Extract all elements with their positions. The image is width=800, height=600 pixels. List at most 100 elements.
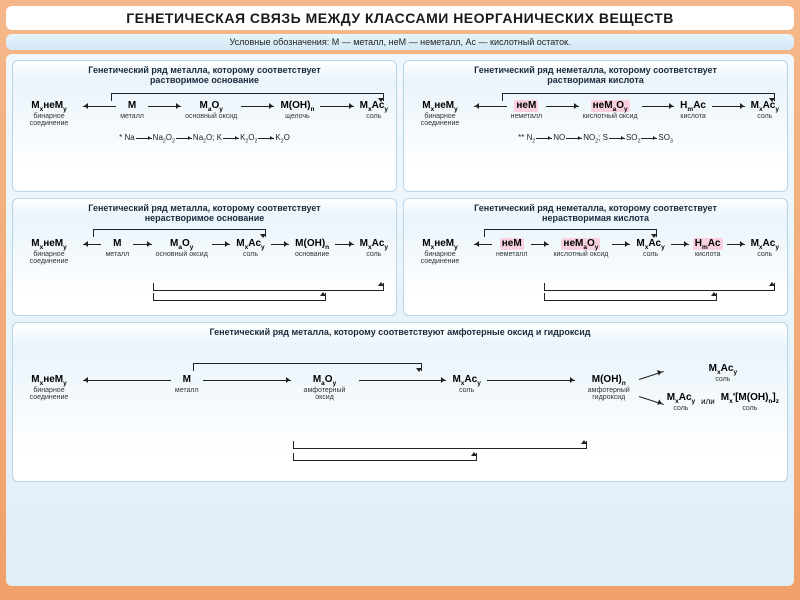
panel-nonmetal-soluble-acid: Генетический ряд неметалла, которому соо… [403,60,788,192]
node-label: кислотный оксид [583,113,638,120]
node-label: металл [120,113,144,120]
formula: MxAcy [749,238,781,250]
panel-title-line2: нерастворимая кислота [542,213,649,223]
arrow-left [472,238,494,250]
chain-node: HmAcкислота [693,238,723,258]
formula: M [111,238,123,250]
node-label: соль [673,405,688,412]
formula: MxAcy [358,100,390,112]
branch-alt: Mx'[M(OH)n]z соль [719,392,781,412]
node-label: кислота [695,251,720,258]
formula: неМaOy [591,100,630,112]
panel-nonmetal-insoluble-acid: Генетический ряд неметалла, которому соо… [403,198,788,316]
return-arrow [153,283,384,291]
node-label: амфотерный оксид [295,387,355,402]
formula: MxAcy [358,238,390,250]
node-label: соль [742,405,757,412]
chain-node: MxAcyсоль [358,100,390,120]
main-title: ГЕНЕТИЧЕСКАЯ СВЯЗЬ МЕЖДУ КЛАССАМИ НЕОРГА… [6,6,794,30]
panel-title-line2: растворимая кислота [547,75,643,85]
arrow-right [318,100,355,112]
chain-node: MxнеMyбинарное соединение [410,238,470,266]
node-label: соль [243,251,258,258]
chain-node: MaOyосновный оксид [156,238,208,258]
arrow-right [146,100,183,112]
node-label: соль [757,113,772,120]
arrow-right [201,374,293,386]
chain-node: Mметалл [120,100,144,120]
arrow-right [131,238,153,250]
chain-node: MxAcyсоль [450,374,482,394]
branch-outcomes: MxAcy соль MxAcy соль или Mx'[M(OH)n]z с… [665,363,781,412]
formula: MaOy [197,100,224,112]
node-label: бинарное соединение [19,387,79,402]
arrow-right [544,100,581,112]
chain-node: M(OH)nоснование [293,238,331,258]
arrow-right [640,100,677,112]
formula: неМaOy [561,238,600,250]
node-label: металл [105,251,129,258]
skip-arrow [193,363,422,371]
node-label: амфотерный гидроксид [579,387,639,402]
node-label: металл [175,387,199,394]
arrow-right [485,374,577,386]
node-label: неметалл [496,251,527,258]
return-arrow [544,283,775,291]
node-label: соль [459,387,474,394]
arrow-right [529,238,551,250]
formula: Mx'[M(OH)n]z [719,392,781,404]
formula: M(OH)n [590,374,628,386]
arrow-right [269,238,291,250]
chain-node: Mметалл [175,374,199,394]
node-label: соль [366,251,381,258]
formula: неМ [500,238,524,250]
chain-node: неМaOyкислотный оксид [583,100,638,120]
panel-title-line2: растворимое основание [150,75,259,85]
node-label: соль [715,376,730,383]
formula: MxAcy [749,100,781,112]
chain-node: MaOyосновный оксид [185,100,237,120]
formula: MxнеMy [420,238,460,250]
content-area: Генетический ряд металла, которому соотв… [6,54,794,586]
arrow-right [710,100,747,112]
chain-node: MaOyамфотерный оксид [295,374,355,402]
chain-node: MxAcyсоль [358,238,390,258]
formula: неМ [514,100,538,112]
chain-node: HmAcкислота [678,100,708,120]
reaction-chain: MxнеMyбинарное соединениеMметаллMaOyосно… [19,238,390,266]
formula: MaOy [168,238,195,250]
chain-node: MxAcyсоль [749,238,781,258]
formula: MxAcy [450,374,482,386]
formula: MxAcy [707,363,739,375]
arrow-left [81,238,103,250]
panel-title-line1: Генетический ряд металла, которому соотв… [88,65,320,75]
arrow-right [610,238,632,250]
node-label: кислотный оксид [553,251,608,258]
arrow-left [81,374,173,386]
chain-node: MxнеMyбинарное соединение [19,374,79,402]
panel-title-line1: Генетический ряд металла, которому соотв… [88,203,320,213]
node-label: бинарное соединение [410,113,470,128]
node-label: бинарное соединение [19,251,79,266]
branch-bottom: MxAcy соль [665,392,697,412]
chain-node: неМaOyкислотный оксид [553,238,608,258]
node-label: бинарное соединение [19,113,79,128]
skip-arrow [93,229,266,237]
formula: M(OH)n [293,238,331,250]
node-label: бинарное соединение [410,251,470,266]
formula: MxAcy [634,238,666,250]
formula: M [181,374,193,386]
panel-metal-insoluble-base: Генетический ряд металла, которому соотв… [12,198,397,316]
formula: MxнеMy [29,100,69,112]
panel-title-line1: Генетический ряд неметалла, которому соо… [474,65,717,75]
chain-node: неМнеметалл [496,238,527,258]
chart-frame: ГЕНЕТИЧЕСКАЯ СВЯЗЬ МЕЖДУ КЛАССАМИ НЕОРГА… [0,0,800,600]
arrow-left [472,100,509,112]
arrow-right [357,374,449,386]
reaction-chain: MxнеMyбинарное соединение Mметалл MaOyосно… [19,100,390,128]
legend: Условные обозначения: М — металл, неМ — … [6,34,794,50]
chain-node: неМнеметалл [511,100,542,120]
node-label: соль [366,113,381,120]
arrow-right [333,238,355,250]
skip-arrow [484,229,657,237]
